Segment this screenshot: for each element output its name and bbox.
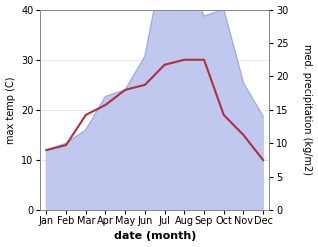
Y-axis label: med. precipitation (kg/m2): med. precipitation (kg/m2)	[302, 44, 313, 175]
Y-axis label: max temp (C): max temp (C)	[5, 76, 16, 144]
X-axis label: date (month): date (month)	[114, 231, 196, 242]
